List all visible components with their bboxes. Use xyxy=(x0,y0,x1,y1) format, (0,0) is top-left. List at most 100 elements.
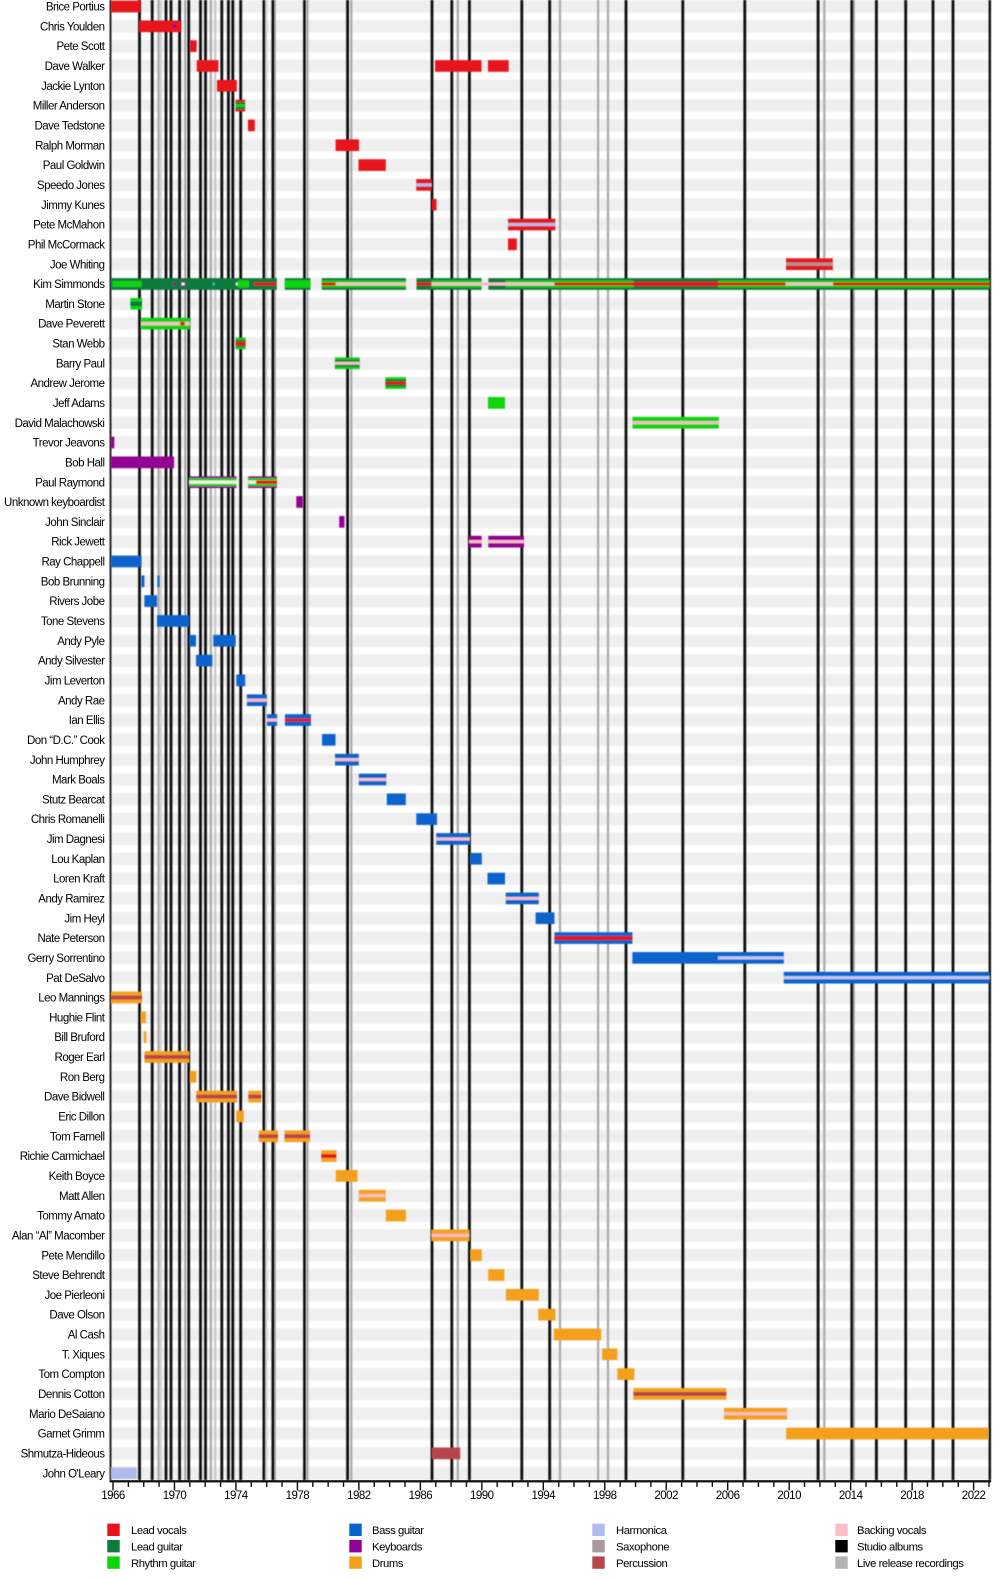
svg-text:2022: 2022 xyxy=(962,1490,986,1502)
svg-text:Bob Hall: Bob Hall xyxy=(65,458,104,470)
svg-text:Don “D.C.” Cook: Don “D.C.” Cook xyxy=(27,735,105,747)
svg-text:Brice Portius: Brice Portius xyxy=(46,2,105,14)
svg-text:Rick Jewett: Rick Jewett xyxy=(51,537,106,549)
svg-text:Saxophone: Saxophone xyxy=(616,1541,669,1553)
svg-text:Steve Behrendt: Steve Behrendt xyxy=(32,1270,106,1282)
svg-text:Miller Anderson: Miller Anderson xyxy=(33,101,105,113)
svg-text:Eric Dillon: Eric Dillon xyxy=(58,1112,104,1124)
svg-text:Unknown keyboardist: Unknown keyboardist xyxy=(4,497,106,509)
svg-text:Trevor Jeavons: Trevor Jeavons xyxy=(33,438,106,450)
svg-text:Backing vocals: Backing vocals xyxy=(857,1525,927,1537)
svg-text:Harmonica: Harmonica xyxy=(616,1525,668,1537)
svg-text:1966: 1966 xyxy=(101,1490,125,1502)
svg-text:Nate Peterson: Nate Peterson xyxy=(37,933,104,945)
svg-text:Jackie Lynton: Jackie Lynton xyxy=(41,81,104,93)
svg-text:Jimmy Kunes: Jimmy Kunes xyxy=(41,200,105,212)
svg-text:Ray Chappell: Ray Chappell xyxy=(41,557,104,569)
svg-text:Lead guitar: Lead guitar xyxy=(131,1541,183,1553)
svg-text:Mario DeSaiano: Mario DeSaiano xyxy=(29,1409,105,1421)
svg-text:Jim Dagnesi: Jim Dagnesi xyxy=(47,834,105,846)
svg-text:T. Xiques: T. Xiques xyxy=(62,1349,106,1361)
svg-text:Dave Walker: Dave Walker xyxy=(45,61,106,73)
svg-text:Dave Olson: Dave Olson xyxy=(49,1310,104,1322)
svg-text:Speedo Jones: Speedo Jones xyxy=(37,180,105,192)
svg-text:Paul Goldwin: Paul Goldwin xyxy=(43,160,105,172)
svg-text:Andrew Jerome: Andrew Jerome xyxy=(30,378,104,390)
svg-text:John Humphrey: John Humphrey xyxy=(30,755,105,767)
svg-text:Barry Paul: Barry Paul xyxy=(56,358,105,370)
svg-text:Stan Webb: Stan Webb xyxy=(52,339,104,351)
svg-text:Rhythm guitar: Rhythm guitar xyxy=(131,1558,196,1570)
svg-text:1998: 1998 xyxy=(593,1490,617,1502)
svg-text:Percussion: Percussion xyxy=(616,1558,668,1570)
svg-text:Kim Simmonds: Kim Simmonds xyxy=(33,279,105,291)
svg-text:Roger Earl: Roger Earl xyxy=(55,1052,105,1064)
svg-text:Pete McMahon: Pete McMahon xyxy=(33,220,104,232)
svg-text:2002: 2002 xyxy=(654,1490,678,1502)
svg-text:2014: 2014 xyxy=(839,1490,864,1502)
svg-text:Chris Romanelli: Chris Romanelli xyxy=(31,814,105,826)
svg-text:Gerry Sorrentino: Gerry Sorrentino xyxy=(27,953,104,965)
svg-text:Dave Bidwell: Dave Bidwell xyxy=(44,1092,104,1104)
svg-text:2006: 2006 xyxy=(716,1490,740,1502)
svg-text:Richie Carmichael: Richie Carmichael xyxy=(20,1151,105,1163)
svg-text:1974: 1974 xyxy=(224,1490,249,1502)
svg-text:Jim Heyl: Jim Heyl xyxy=(64,913,104,925)
svg-text:Matt Allen: Matt Allen xyxy=(59,1191,105,1203)
svg-text:John O'Leary: John O'Leary xyxy=(42,1468,105,1480)
svg-text:Martin Stone: Martin Stone xyxy=(45,299,104,311)
svg-text:Pete Mendillo: Pete Mendillo xyxy=(41,1250,104,1262)
svg-text:Al Cash: Al Cash xyxy=(68,1330,105,1342)
svg-text:Ian Ellis: Ian Ellis xyxy=(69,715,106,727)
svg-text:Rivers Jobe: Rivers Jobe xyxy=(49,596,104,608)
svg-text:1994: 1994 xyxy=(532,1490,557,1502)
svg-text:David Malachowski: David Malachowski xyxy=(15,418,105,430)
svg-text:1982: 1982 xyxy=(347,1490,371,1502)
svg-text:Drums: Drums xyxy=(372,1558,404,1570)
svg-text:Bass guitar: Bass guitar xyxy=(372,1525,424,1537)
svg-text:John Sinclair: John Sinclair xyxy=(45,517,105,529)
svg-text:Andy Pyle: Andy Pyle xyxy=(57,636,104,648)
svg-text:Tom Farnell: Tom Farnell xyxy=(50,1131,105,1143)
svg-text:Lou Kaplan: Lou Kaplan xyxy=(51,854,104,866)
svg-text:Stutz Bearcat: Stutz Bearcat xyxy=(42,794,106,806)
svg-text:Studio albums: Studio albums xyxy=(857,1541,924,1553)
svg-text:1990: 1990 xyxy=(470,1490,494,1502)
svg-text:Tommy Amato: Tommy Amato xyxy=(37,1211,104,1223)
svg-text:Ralph Morman: Ralph Morman xyxy=(35,140,105,152)
svg-text:Andy Ramirez: Andy Ramirez xyxy=(38,894,105,906)
svg-text:Paul Raymond: Paul Raymond xyxy=(35,477,105,489)
svg-text:Alan “Al” Macomber: Alan “Al” Macomber xyxy=(12,1230,105,1242)
svg-text:1970: 1970 xyxy=(163,1490,187,1502)
svg-text:Leo Mannings: Leo Mannings xyxy=(38,993,105,1005)
svg-text:1986: 1986 xyxy=(409,1490,433,1502)
svg-text:2018: 2018 xyxy=(900,1490,924,1502)
svg-text:Mark Boals: Mark Boals xyxy=(52,775,105,787)
svg-text:Keyboards: Keyboards xyxy=(372,1541,423,1553)
svg-text:Dennis Cotton: Dennis Cotton xyxy=(38,1389,104,1401)
svg-text:Jim Leverton: Jim Leverton xyxy=(45,676,105,688)
svg-text:Garnet Grimm: Garnet Grimm xyxy=(38,1429,105,1441)
svg-text:Joe Pierleoni: Joe Pierleoni xyxy=(45,1290,105,1302)
svg-text:Bob Brunning: Bob Brunning xyxy=(41,576,105,588)
svg-text:Dave Tedstone: Dave Tedstone xyxy=(34,121,104,133)
svg-text:Andy Silvester: Andy Silvester xyxy=(38,656,105,668)
svg-text:Tom Compton: Tom Compton xyxy=(38,1369,104,1381)
svg-text:Chris Youlden: Chris Youlden xyxy=(40,21,105,33)
svg-text:Lead vocals: Lead vocals xyxy=(131,1525,187,1537)
svg-text:Loren Kraft: Loren Kraft xyxy=(53,874,106,886)
svg-text:Pete Scott: Pete Scott xyxy=(56,41,105,53)
svg-text:Ron Berg: Ron Berg xyxy=(60,1072,105,1084)
svg-text:Phil McCormack: Phil McCormack xyxy=(28,239,105,251)
svg-text:Shmutza-Hideous: Shmutza-Hideous xyxy=(21,1449,106,1461)
svg-text:Live release recordings: Live release recordings xyxy=(857,1558,964,1570)
svg-text:Hughie Flint: Hughie Flint xyxy=(49,1012,106,1024)
svg-text:Joe Whiting: Joe Whiting xyxy=(50,259,105,271)
svg-text:Bill Bruford: Bill Bruford xyxy=(54,1032,104,1044)
svg-text:Pat DeSalvo: Pat DeSalvo xyxy=(46,973,105,985)
svg-text:Andy Rae: Andy Rae xyxy=(58,695,105,707)
svg-text:Dave Peverett: Dave Peverett xyxy=(38,319,106,331)
svg-text:Jeff Adams: Jeff Adams xyxy=(53,398,105,410)
svg-text:2010: 2010 xyxy=(777,1490,801,1502)
svg-text:Tone Stevens: Tone Stevens xyxy=(41,616,105,628)
